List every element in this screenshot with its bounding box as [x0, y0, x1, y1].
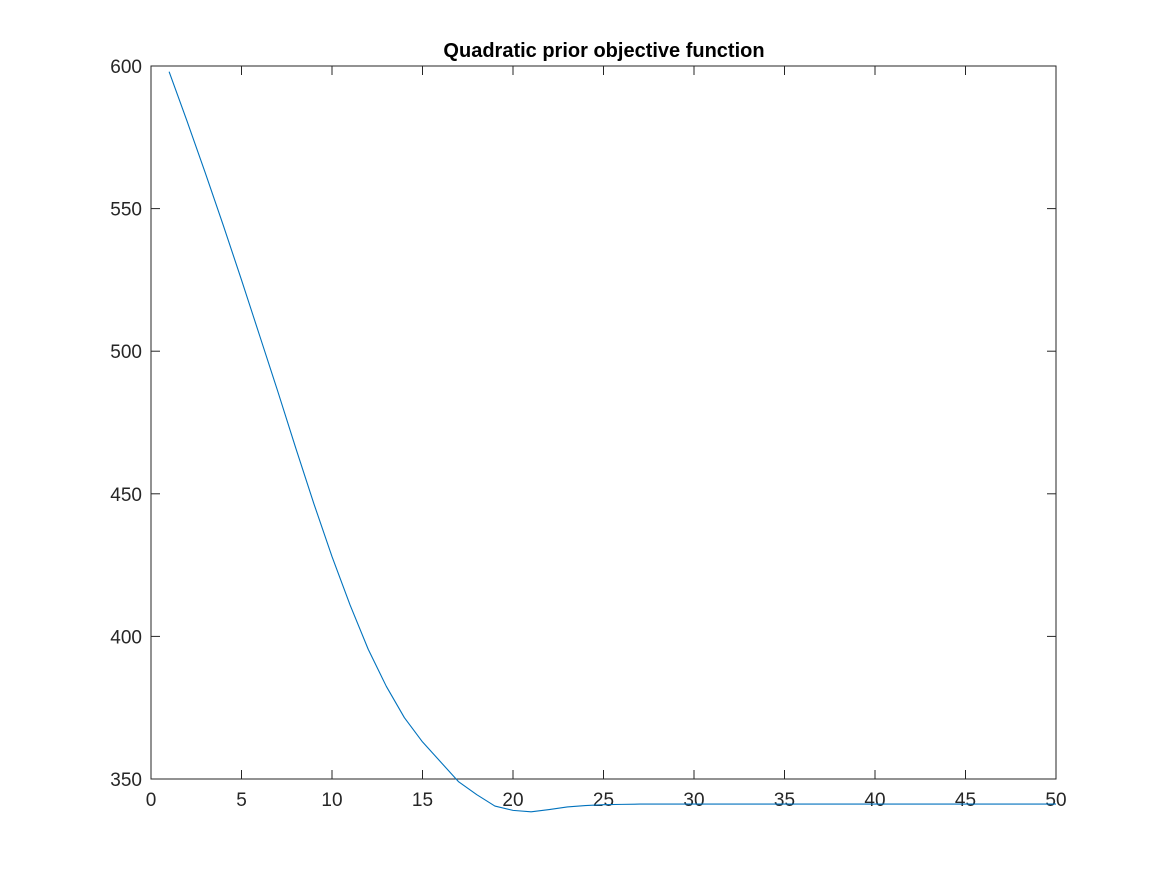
chart-title: Quadratic prior objective function	[443, 40, 764, 62]
y-tick-label: 400	[110, 627, 142, 648]
x-tick-label: 35	[774, 790, 795, 811]
x-tick-label: 30	[683, 790, 704, 811]
x-tick-label: 25	[593, 790, 614, 811]
series-line	[168, 71, 1056, 813]
y-tick-label: 550	[110, 200, 142, 221]
x-tick-label: 10	[321, 790, 342, 811]
axes: 0 5 10 15 20 25 30 35 40 45 50 350 400 450 500 550 600	[110, 57, 1066, 811]
series-layer	[168, 71, 1056, 813]
y-tick-label: 350	[110, 770, 142, 791]
x-tick-label: 20	[502, 790, 523, 811]
axes-box	[150, 65, 1057, 780]
y-tick-label: 600	[110, 57, 142, 78]
x-tick-label: 45	[955, 790, 976, 811]
x-tick-label: 50	[1045, 790, 1066, 811]
x-tick-label: 40	[864, 790, 885, 811]
y-tick-label: 450	[110, 485, 142, 506]
x-tick-label: 0	[146, 790, 157, 811]
x-tick-label: 15	[412, 790, 433, 811]
y-tick-label: 500	[110, 342, 142, 363]
x-tick-label: 5	[236, 790, 247, 811]
